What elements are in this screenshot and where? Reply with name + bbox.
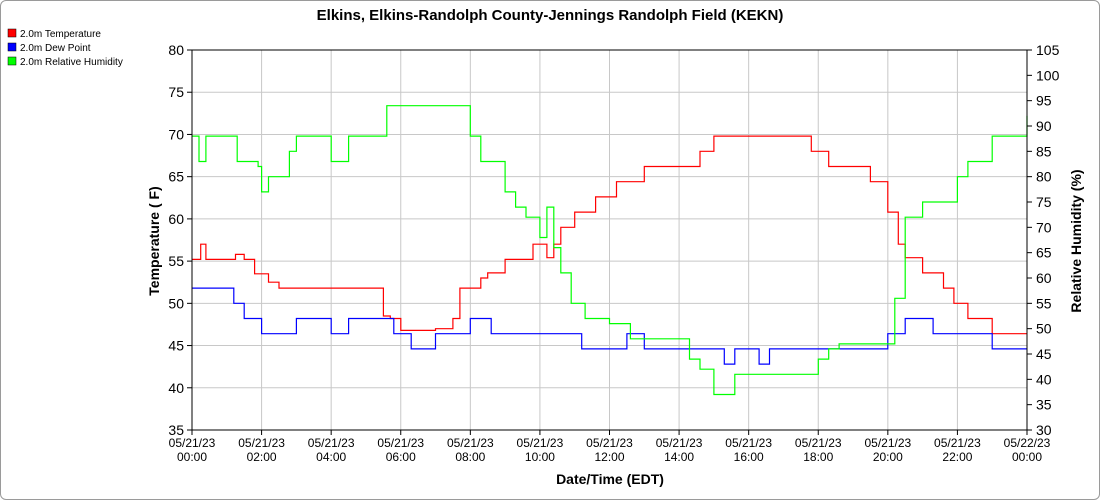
x-tick-date: 05/21/23 [238, 436, 285, 450]
x-tick-time: 14:00 [664, 450, 694, 464]
x-tick-date: 05/21/23 [725, 436, 772, 450]
right-tick-label: 40 [1036, 371, 1052, 387]
right-tick-label: 95 [1036, 93, 1052, 109]
left-tick-label: 65 [168, 169, 184, 185]
x-tick-date: 05/22/23 [1004, 436, 1051, 450]
x-tick-date: 05/21/23 [169, 436, 216, 450]
x-tick-time: 00:00 [1012, 450, 1042, 464]
right-tick-label: 65 [1036, 245, 1052, 261]
left-axis-title: Temperature ( F) [146, 186, 162, 295]
x-tick-date: 05/21/23 [586, 436, 633, 450]
legend-swatch-relative-humidity [7, 56, 17, 66]
left-tick-label: 70 [168, 126, 184, 142]
right-tick-label: 50 [1036, 321, 1052, 337]
right-tick-label: 80 [1036, 169, 1052, 185]
x-axis-title: Date/Time (EDT) [556, 471, 664, 487]
x-tick-date: 05/21/23 [377, 436, 424, 450]
legend-label-relative-humidity: 2.0m Relative Humidity [20, 57, 123, 68]
right-tick-label: 70 [1036, 219, 1052, 235]
legend-swatch-temperature [7, 28, 17, 38]
legend-item-temperature: 2.0m Temperature [7, 28, 101, 40]
x-tick-date: 05/21/23 [656, 436, 703, 450]
left-axis-ticks: 35 40 45 50 55 60 65 70 75 80 [168, 42, 192, 438]
left-tick-label: 55 [168, 253, 184, 269]
legend-label-temperature: 2.0m Temperature [20, 29, 101, 40]
x-tick-date: 05/21/23 [447, 436, 494, 450]
chart-title: Elkins, Elkins-Randolph County-Jennings … [317, 7, 784, 24]
x-tick-time: 06:00 [386, 450, 416, 464]
x-tick-date: 05/21/23 [795, 436, 842, 450]
x-tick-time: 16:00 [734, 450, 764, 464]
left-tick-label: 45 [168, 338, 184, 354]
x-tick-time: 02:00 [247, 450, 277, 464]
x-tick-time: 22:00 [942, 450, 972, 464]
x-tick-time: 04:00 [316, 450, 346, 464]
legend-label-dew-point: 2.0m Dew Point [20, 43, 91, 54]
right-axis-title: Relative Humidity (%) [1068, 169, 1084, 312]
x-tick-time: 12:00 [594, 450, 624, 464]
left-tick-label: 50 [168, 295, 184, 311]
legend: 2.0m Temperature 2.0m Dew Point 2.0m Rel… [7, 28, 123, 68]
x-tick-date: 05/21/23 [517, 436, 564, 450]
series-relative-humidity-line [192, 105, 1028, 396]
x-tick-date: 05/21/23 [934, 436, 981, 450]
x-tick-time: 20:00 [873, 450, 903, 464]
x-tick-date: 05/21/23 [308, 436, 355, 450]
legend-swatch-dew-point [7, 42, 17, 52]
left-tick-label: 75 [168, 84, 184, 100]
right-tick-label: 30 [1036, 422, 1052, 438]
x-tick-time: 08:00 [455, 450, 485, 464]
left-tick-label: 60 [168, 211, 184, 227]
left-tick-label: 35 [168, 422, 184, 438]
right-tick-label: 85 [1036, 143, 1052, 159]
x-tick-time: 10:00 [525, 450, 555, 464]
x-tick-time: 00:00 [177, 450, 207, 464]
legend-item-relative-humidity: 2.0m Relative Humidity [7, 56, 123, 68]
legend-item-dew-point: 2.0m Dew Point [7, 42, 91, 54]
right-tick-label: 75 [1036, 194, 1052, 210]
grid [191, 49, 1028, 431]
x-axis-ticks: 05/21/2300:0005/21/2302:0005/21/2304:000… [169, 430, 1051, 464]
series-temperature-line [192, 135, 1027, 335]
right-tick-label: 90 [1036, 118, 1052, 134]
right-tick-label: 100 [1036, 67, 1060, 83]
series-layer [192, 105, 1028, 396]
x-tick-date: 05/21/23 [864, 436, 911, 450]
left-tick-label: 40 [168, 380, 184, 396]
right-tick-label: 55 [1036, 295, 1052, 311]
series-dew-point-line [192, 287, 1027, 365]
left-tick-label: 80 [168, 42, 184, 58]
right-tick-label: 45 [1036, 346, 1052, 362]
x-tick-time: 18:00 [803, 450, 833, 464]
right-tick-label: 105 [1036, 42, 1060, 58]
right-tick-label: 60 [1036, 270, 1052, 286]
right-axis-ticks: 30 35 40 45 50 55 60 65 70 75 80 85 90 95 100 105 [1027, 42, 1060, 438]
right-tick-label: 35 [1036, 397, 1052, 413]
